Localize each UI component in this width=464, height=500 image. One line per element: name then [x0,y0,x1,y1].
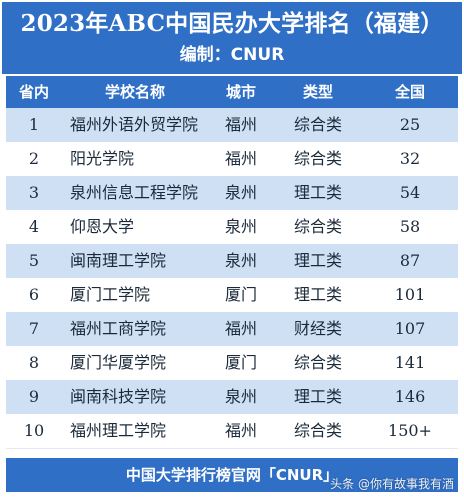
type-cell: 理工类 [293,285,342,304]
city-cell: 福州 [224,115,257,134]
city-cell: 福州 [224,421,257,440]
table-row: 7 福州工商学院 福州 财经类 107 [6,312,458,347]
school-name-cell: 阳光学院 [70,149,135,168]
national-rank-cell: 101 [394,285,426,304]
type-cell: 理工类 [293,183,342,202]
column-header-city: 城市 [225,83,256,101]
school-name-cell: 福州外语外贸学院 [70,115,199,134]
table-row: 9 闽南科技学院 泉州 理工类 146 [6,380,458,415]
provincial-rank-cell: 9 [28,387,40,406]
national-rank-cell: 87 [399,251,421,270]
table-row: 5 闽南理工学院 泉州 理工类 87 [6,244,458,279]
national-rank-cell: 141 [394,353,426,372]
provincial-rank-cell: 10 [23,421,45,440]
footer-source-text: 中国大学排行榜官网「CNUR」 [125,466,339,484]
school-name-cell: 厦门工学院 [70,285,151,304]
national-rank-cell: 32 [399,149,421,168]
city-cell: 泉州 [224,387,257,406]
page-subtitle: 编制：CNUR [179,45,285,65]
city-cell: 泉州 [224,251,257,270]
city-cell: 福州 [224,319,257,338]
national-rank-cell: 54 [399,183,421,202]
school-name-cell: 仰恩大学 [70,217,135,236]
table-row: 1 福州外语外贸学院 福州 综合类 25 [6,108,458,143]
type-cell: 理工类 [293,387,342,406]
school-name-cell: 闽南科技学院 [70,387,167,406]
city-cell: 福州 [224,149,257,168]
ranking-table: 省内 学校名称 城市 类型 全国 1 福州外语外贸学院 福州 综合类 25 2 … [6,76,458,452]
school-name-cell: 泉州信息工程学院 [70,183,199,202]
table-row: 10 福州理工学院 福州 综合类 150+ [6,414,458,449]
school-name-cell: 厦门华厦学院 [70,353,167,372]
national-rank-cell: 107 [394,319,426,338]
school-name-cell: 福州理工学院 [70,421,167,440]
type-cell: 综合类 [293,115,342,134]
school-name-cell: 闽南理工学院 [70,251,167,270]
provincial-rank-cell: 5 [28,251,40,270]
table-row: 3 泉州信息工程学院 泉州 理工类 54 [6,176,458,211]
type-cell: 综合类 [293,421,342,440]
table-row: 8 厦门华厦学院 厦门 综合类 141 [6,346,458,381]
national-rank-cell: 150+ [388,421,432,440]
provincial-rank-cell: 8 [28,353,40,372]
provincial-rank-cell: 3 [28,183,40,202]
table-header-row: 省内 学校名称 城市 类型 全国 [6,76,458,108]
type-cell: 综合类 [293,217,342,236]
provincial-rank-cell: 4 [28,217,40,236]
provincial-rank-cell: 6 [28,285,40,304]
column-header-provincial-rank: 省内 [18,83,49,101]
provincial-rank-cell: 1 [28,115,40,134]
school-name-cell: 福州工商学院 [70,319,167,338]
national-rank-cell: 146 [394,387,426,406]
national-rank-cell: 58 [399,217,421,236]
footer-banner: 中国大学排行榜官网「CNUR」 [6,458,458,492]
provincial-rank-cell: 7 [28,319,40,338]
city-cell: 厦门 [224,353,257,372]
type-cell: 综合类 [293,353,342,372]
column-header-school-name: 学校名称 [104,83,165,101]
table-row: 4 仰恩大学 泉州 综合类 58 [6,210,458,245]
city-cell: 泉州 [224,217,257,236]
type-cell: 综合类 [293,149,342,168]
header-banner: 2023年ABC中国民办大学排名（福建） 编制：CNUR [2,2,462,74]
table-row: 6 厦门工学院 厦门 理工类 101 [6,278,458,313]
column-header-type: 类型 [302,83,333,101]
city-cell: 泉州 [224,183,257,202]
city-cell: 厦门 [224,285,257,304]
column-header-national-rank: 全国 [394,83,425,101]
national-rank-cell: 25 [399,115,421,134]
type-cell: 财经类 [293,319,342,338]
type-cell: 理工类 [293,251,342,270]
table-row: 2 阳光学院 福州 综合类 32 [6,142,458,177]
page-title: 2023年ABC中国民办大学排名（福建） [20,10,444,37]
provincial-rank-cell: 2 [28,149,40,168]
